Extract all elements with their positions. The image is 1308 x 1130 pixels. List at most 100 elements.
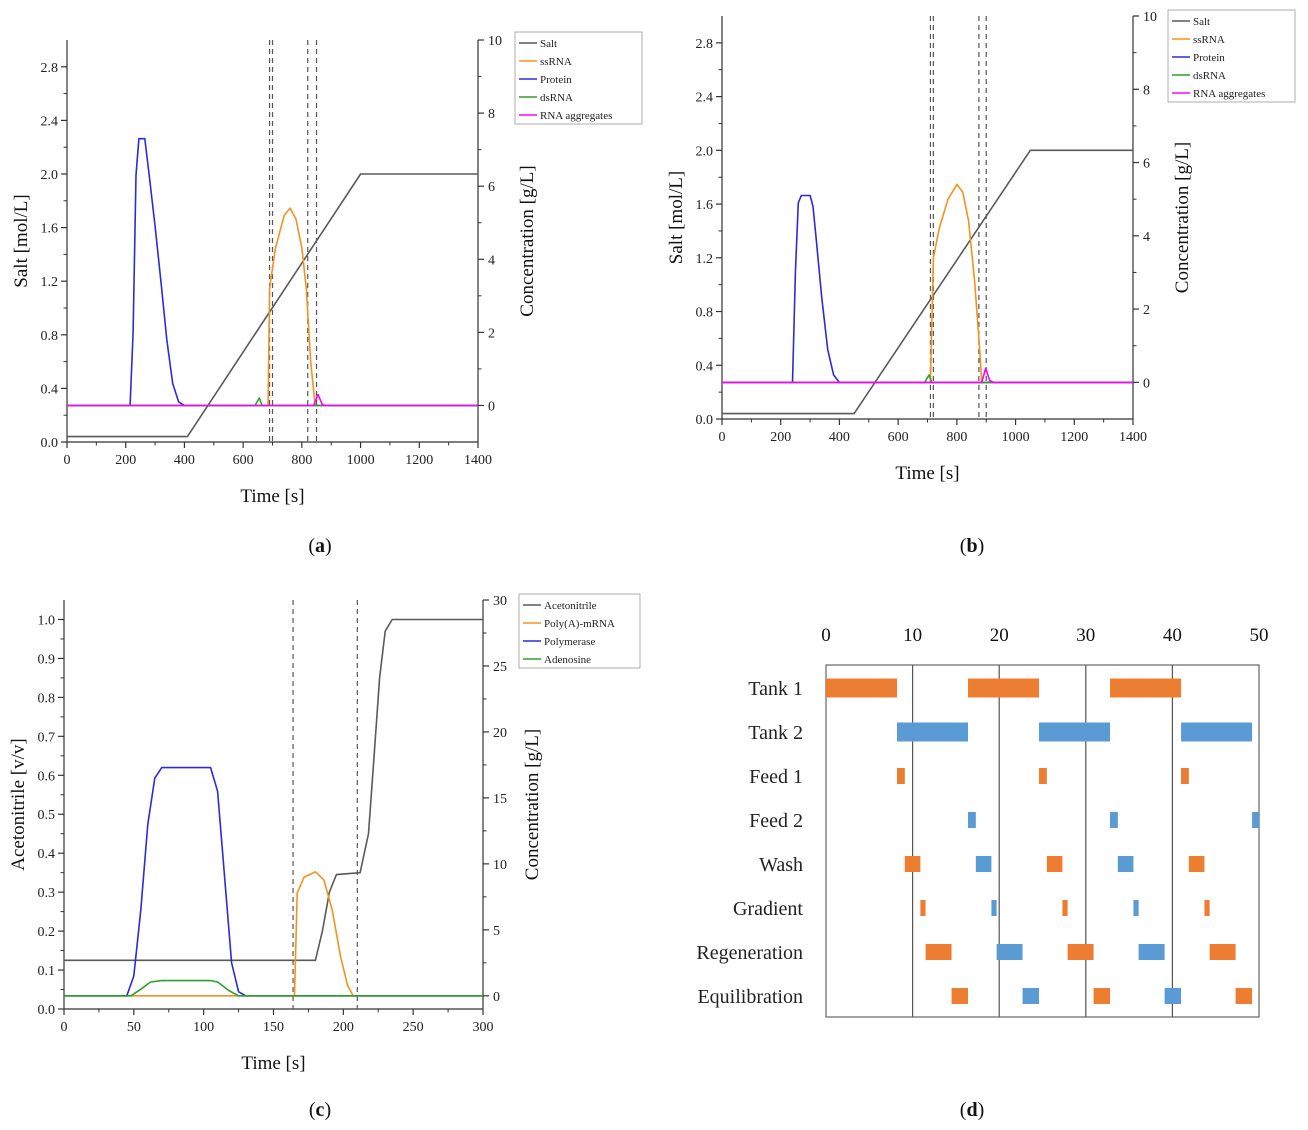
x-tick-label: 200	[770, 430, 791, 445]
x-axis-label: Time [s]	[240, 486, 304, 507]
x-tick-label: 1000	[347, 453, 375, 468]
gantt-bar-tank-2	[1039, 722, 1111, 742]
x-tick-label: 400	[174, 453, 195, 468]
legend-label: Protein	[1193, 52, 1225, 64]
chart-panel-c: 0 50 100 150 200 250 3000.00.10.20.30.40.50.60…	[8, 593, 641, 1121]
x-tick-label: 0	[719, 430, 726, 445]
y-left-tick-label: 1.6	[41, 222, 59, 237]
gantt-bar-tank-1	[968, 678, 1040, 698]
x-tick-label: 600	[888, 430, 909, 445]
gantt-row-label: Tank 2	[748, 722, 803, 744]
legend-label: Acetonitrile	[544, 600, 597, 612]
series-line-salt	[67, 173, 478, 438]
y-left-tick-label: 0.3	[38, 886, 56, 901]
panel-caption-a: (a)	[308, 535, 331, 557]
legend-label: dsRNA	[1193, 70, 1226, 82]
y-right-tick-label: 10	[1143, 10, 1157, 25]
gantt-bar-gradient	[991, 900, 997, 916]
legend-box	[518, 593, 641, 669]
gantt-x-tick-label: 0	[821, 625, 831, 646]
y-right-tick-label: 6	[1143, 157, 1150, 172]
series-line-ssrna	[67, 207, 478, 407]
gantt-bar-gradient	[1062, 900, 1068, 916]
y-right-tick-label: 0	[493, 990, 500, 1005]
y-axis-label-right: Concentration [g/L]	[1172, 142, 1193, 293]
gantt-bar-equilibration	[1164, 988, 1182, 1004]
x-tick-label: 100	[193, 1020, 214, 1035]
series-line-protein	[67, 137, 478, 407]
gantt-bar-equilibration	[1235, 988, 1253, 1004]
y-axis-label-right: Concentration [g/L]	[517, 165, 538, 316]
y-left-tick-label: 0.9	[38, 652, 56, 667]
series-line-adenosine	[64, 979, 483, 997]
series-line-poly-a-mrna	[64, 871, 483, 997]
gantt-bar-tank-2	[1181, 722, 1253, 742]
gantt-bar-feed-1	[1181, 768, 1189, 784]
chart-panel-a: 0 200 400 600 800 1000 1200 1400 0.0 0.4 0.8 1.2 1.6…	[11, 31, 643, 557]
y-right-tick-label: 4	[488, 253, 495, 268]
gantt-row-label: Equilibration	[697, 986, 803, 1008]
legend-label: Polymerase	[544, 636, 595, 648]
gantt-bar-regeneration	[925, 944, 952, 960]
y-left-tick-label: 1.6	[696, 198, 714, 213]
y-left-tick-label: 0.8	[41, 329, 59, 344]
y-left-tick-label: 2.0	[41, 168, 59, 183]
gantt-bar-feed-2	[1110, 812, 1118, 828]
series-line-acetonitrile	[64, 618, 483, 962]
y-right-tick-label: 4	[1143, 230, 1150, 245]
gantt-x-tick-label: 40	[1163, 625, 1182, 646]
legend-box	[1167, 9, 1296, 103]
y-right-tick-label: 6	[488, 180, 495, 195]
y-right-tick-label: 15	[493, 792, 507, 807]
series-line-rna-aggregates	[722, 367, 1133, 384]
gantt-row-label: Gradient	[733, 898, 803, 920]
y-right-tick-label: 30	[493, 594, 507, 609]
y-left-tick-label: 0.0	[41, 436, 59, 451]
x-tick-label: 0	[64, 453, 71, 468]
legend-label: Poly(A)-mRNA	[544, 618, 615, 630]
gantt-x-tick-label: 30	[1076, 625, 1095, 646]
gantt-bar-equilibration	[1022, 988, 1040, 1004]
y-axis-label-left: Salt [mol/L]	[666, 171, 687, 264]
x-tick-label: 1400	[1119, 430, 1147, 445]
series-line-protein	[722, 194, 1133, 384]
legend-label: dsRNA	[540, 92, 573, 104]
y-left-tick-label: 0.8	[38, 691, 56, 706]
y-left-tick-label: 0.2	[38, 925, 56, 940]
gantt-bar-wash	[1188, 856, 1205, 872]
y-right-tick-label: 8	[488, 107, 495, 122]
x-tick-label: 300	[473, 1020, 494, 1035]
gantt-bar-gradient	[1204, 900, 1210, 916]
legend-label: RNA aggregates	[540, 110, 612, 122]
gantt-bar-gradient	[920, 900, 926, 916]
y-left-tick-label: 1.2	[41, 275, 59, 290]
x-tick-label: 400	[829, 430, 850, 445]
y-right-tick-label: 25	[493, 660, 507, 675]
x-tick-label: 250	[403, 1020, 424, 1035]
y-axis-label-right: Concentration [g/L]	[522, 729, 543, 880]
gantt-bar-regeneration	[1138, 944, 1165, 960]
gantt-bar-wash	[1117, 856, 1134, 872]
series-line-ssrna	[722, 183, 1133, 384]
y-right-tick-label: 0	[488, 399, 495, 414]
gantt-bar-equilibration	[951, 988, 969, 1004]
gantt-row-label: Wash	[759, 854, 803, 876]
y-left-tick-label: 2.4	[41, 114, 59, 129]
gantt-bar-equilibration	[1093, 988, 1111, 1004]
gantt-bar-feed-2	[1252, 812, 1259, 828]
gantt-bar-feed-1	[897, 768, 905, 784]
gantt-bar-regeneration	[1209, 944, 1236, 960]
legend-label: Protein	[540, 74, 572, 86]
y-axis-label-left: Acetonitrile [v/v]	[8, 738, 29, 870]
x-axis-label: Time [s]	[241, 1053, 305, 1074]
gantt-frame	[825, 664, 1260, 1018]
x-tick-label: 150	[263, 1020, 284, 1035]
legend-label: Salt	[1193, 16, 1210, 28]
y-left-tick-label: 0.0	[696, 413, 714, 428]
y-left-tick-label: 0.0	[38, 1003, 56, 1018]
y-left-tick-label: 1.0	[38, 613, 56, 628]
gantt-bar-wash	[975, 856, 992, 872]
x-tick-label: 1200	[1060, 430, 1088, 445]
panel-caption-d: (d)	[960, 1099, 984, 1121]
gantt-bar-wash	[1046, 856, 1063, 872]
